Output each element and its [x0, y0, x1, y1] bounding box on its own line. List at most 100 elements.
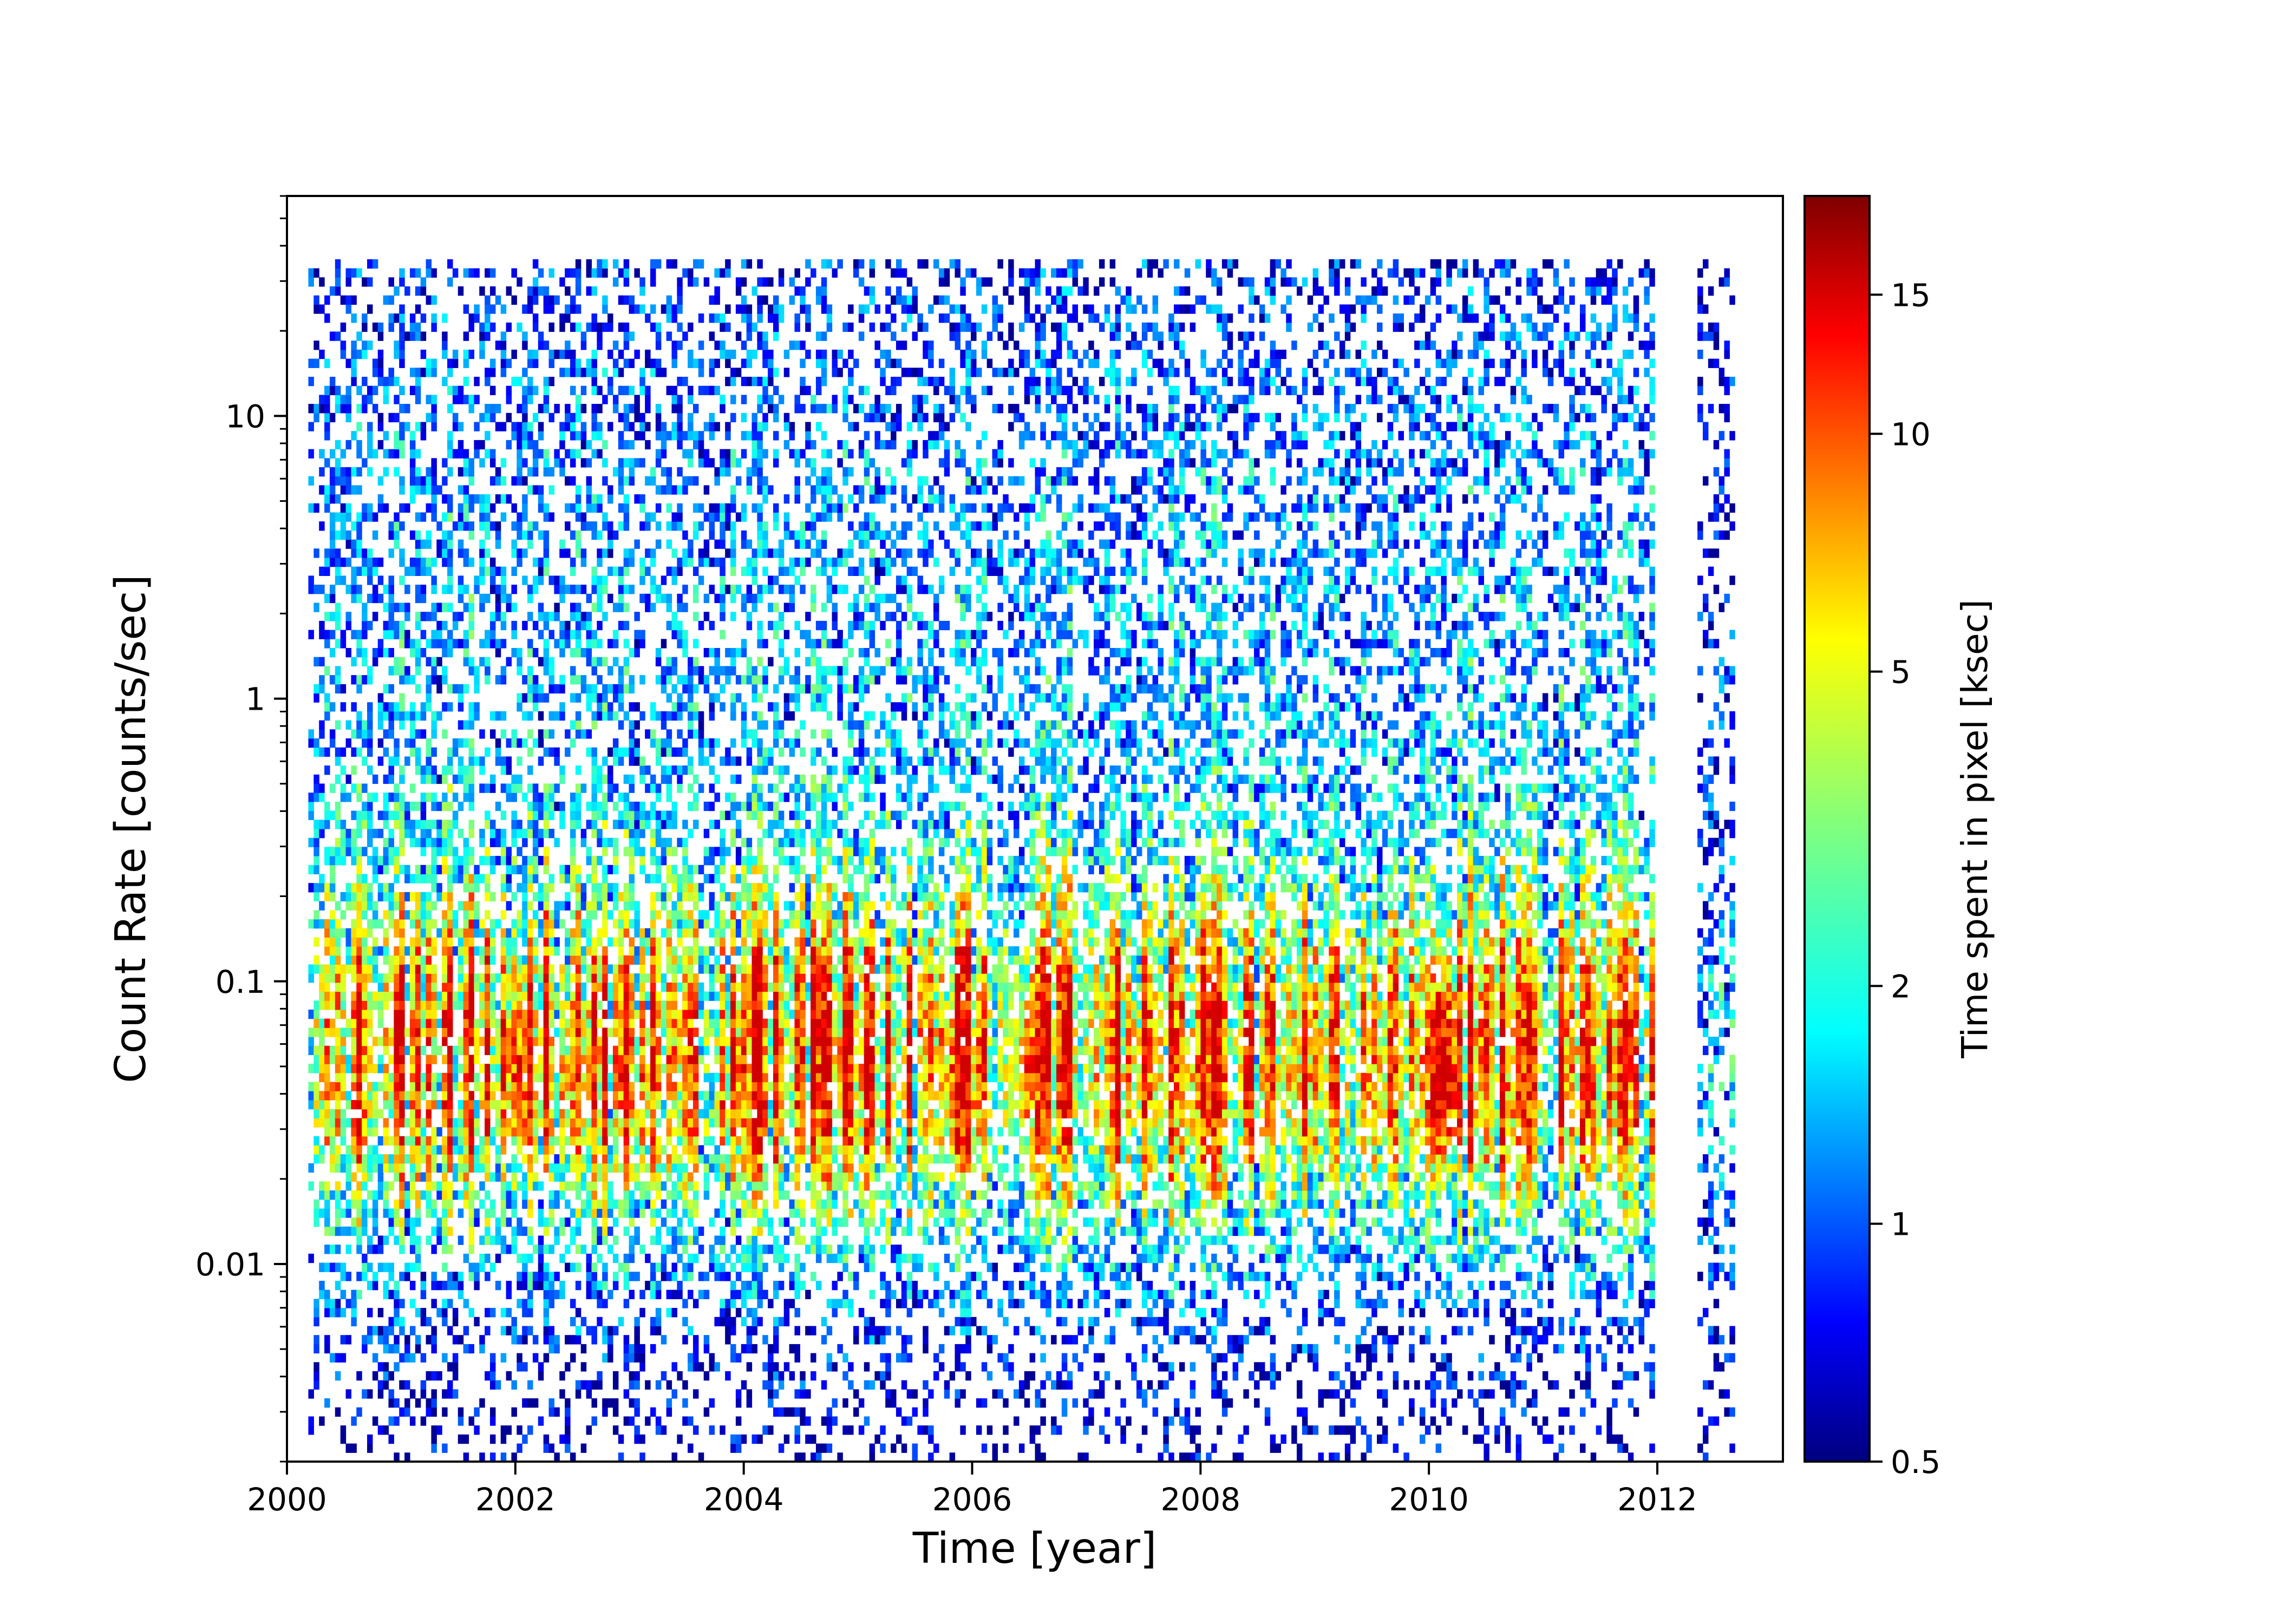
- heatmap-cell: [506, 865, 512, 875]
- heatmap-cell: [447, 1045, 453, 1056]
- heatmap-cell: [661, 467, 667, 477]
- heatmap-cell: [335, 1190, 341, 1200]
- heatmap-cell: [575, 937, 581, 947]
- heatmap-cell: [532, 829, 539, 839]
- heatmap-cell: [431, 1127, 437, 1137]
- heatmap-cell: [607, 883, 613, 893]
- heatmap-cell: [345, 512, 352, 522]
- heatmap-cell: [409, 1389, 416, 1399]
- heatmap-cell: [655, 964, 662, 974]
- heatmap-cell: [495, 295, 501, 305]
- heatmap-cell: [447, 837, 453, 847]
- heatmap-cell: [340, 783, 347, 793]
- heatmap-cell: [661, 684, 667, 694]
- heatmap-cell: [329, 1055, 336, 1064]
- heatmap-cell: [580, 1072, 587, 1083]
- heatmap-cell: [442, 313, 448, 323]
- heatmap-cell: [399, 1299, 405, 1308]
- heatmap-cell: [517, 693, 522, 703]
- heatmap-cell: [367, 901, 373, 911]
- heatmap-cell: [489, 1308, 496, 1318]
- heatmap-cell: [489, 1434, 496, 1444]
- heatmap-cell: [463, 494, 469, 504]
- heatmap-cell: [602, 865, 608, 875]
- heatmap-cell: [682, 1100, 688, 1110]
- heatmap-cell: [313, 964, 319, 974]
- heatmap-cell: [602, 1353, 608, 1363]
- heatmap-cell: [688, 783, 694, 793]
- heatmap-cell: [650, 774, 656, 784]
- heatmap-cell: [329, 883, 336, 893]
- heatmap-cell: [415, 286, 421, 296]
- heatmap-cell: [431, 1091, 437, 1101]
- heatmap-cell: [447, 1127, 453, 1137]
- heatmap-cell: [431, 801, 437, 811]
- heatmap-cell: [420, 793, 427, 802]
- heatmap-cell: [362, 612, 368, 621]
- heatmap-cell: [356, 1091, 362, 1101]
- heatmap-cell: [538, 928, 544, 938]
- heatmap-cell: [409, 1181, 416, 1191]
- heatmap-cell: [570, 1072, 576, 1083]
- heatmap-cell: [383, 1118, 389, 1128]
- heatmap-cell: [527, 783, 533, 793]
- heatmap-cell: [527, 1289, 533, 1299]
- heatmap-cell: [399, 657, 405, 666]
- heatmap-cell: [452, 856, 459, 866]
- heatmap-cell: [634, 1109, 640, 1118]
- heatmap-cell: [399, 1010, 405, 1019]
- heatmap-cell: [645, 1145, 651, 1155]
- heatmap-cell: [629, 467, 635, 477]
- heatmap-cell: [597, 449, 603, 459]
- heatmap-cell: [602, 1136, 608, 1146]
- heatmap-cell: [645, 937, 651, 947]
- heatmap-cell: [324, 612, 330, 621]
- heatmap-cell: [543, 955, 550, 965]
- heatmap-cell: [591, 1281, 597, 1291]
- heatmap-cell: [340, 702, 347, 712]
- heatmap-cell: [522, 1064, 528, 1073]
- heatmap-cell: [543, 1434, 550, 1444]
- heatmap-cell: [500, 494, 507, 504]
- heatmap-cell: [399, 720, 405, 730]
- heatmap-cell: [458, 1154, 464, 1164]
- heatmap-cell: [682, 1262, 688, 1272]
- heatmap-cell: [463, 847, 469, 856]
- heatmap-cell: [447, 702, 453, 712]
- heatmap-cell: [688, 892, 694, 902]
- heatmap-cell: [666, 1172, 672, 1182]
- heatmap-cell: [565, 503, 571, 513]
- heatmap-cell: [591, 1398, 597, 1408]
- heatmap-cell: [329, 810, 336, 820]
- heatmap-cell: [532, 585, 539, 594]
- heatmap-cell: [575, 322, 581, 332]
- heatmap-cell: [436, 1082, 442, 1091]
- heatmap-cell: [565, 874, 571, 883]
- heatmap-cell: [511, 1082, 517, 1091]
- heatmap-cell: [580, 1317, 587, 1327]
- heatmap-cell: [522, 856, 528, 866]
- heatmap-cell: [666, 1000, 672, 1010]
- heatmap-cell: [426, 1190, 432, 1200]
- heatmap-cell: [607, 865, 613, 875]
- heatmap-cell: [404, 1226, 410, 1236]
- heatmap-cell: [570, 793, 576, 802]
- heatmap-cell: [394, 431, 400, 441]
- heatmap-cell: [511, 837, 517, 847]
- heatmap-cell: [554, 837, 560, 847]
- heatmap-cell: [682, 856, 688, 866]
- heatmap-cell: [623, 847, 630, 856]
- heatmap-cell: [677, 1281, 683, 1291]
- heatmap-cell: [698, 458, 704, 468]
- heatmap-cell: [458, 512, 464, 522]
- heatmap-cell: [506, 874, 512, 883]
- heatmap-cell: [682, 1072, 688, 1083]
- heatmap-cell: [527, 1172, 533, 1182]
- heatmap-cell: [527, 1136, 533, 1146]
- heatmap-cell: [500, 675, 507, 685]
- heatmap-cell: [511, 1091, 517, 1101]
- heatmap-cell: [468, 774, 474, 784]
- heatmap-cell: [661, 639, 667, 649]
- heatmap-cell: [597, 856, 603, 866]
- heatmap-cell: [442, 620, 448, 631]
